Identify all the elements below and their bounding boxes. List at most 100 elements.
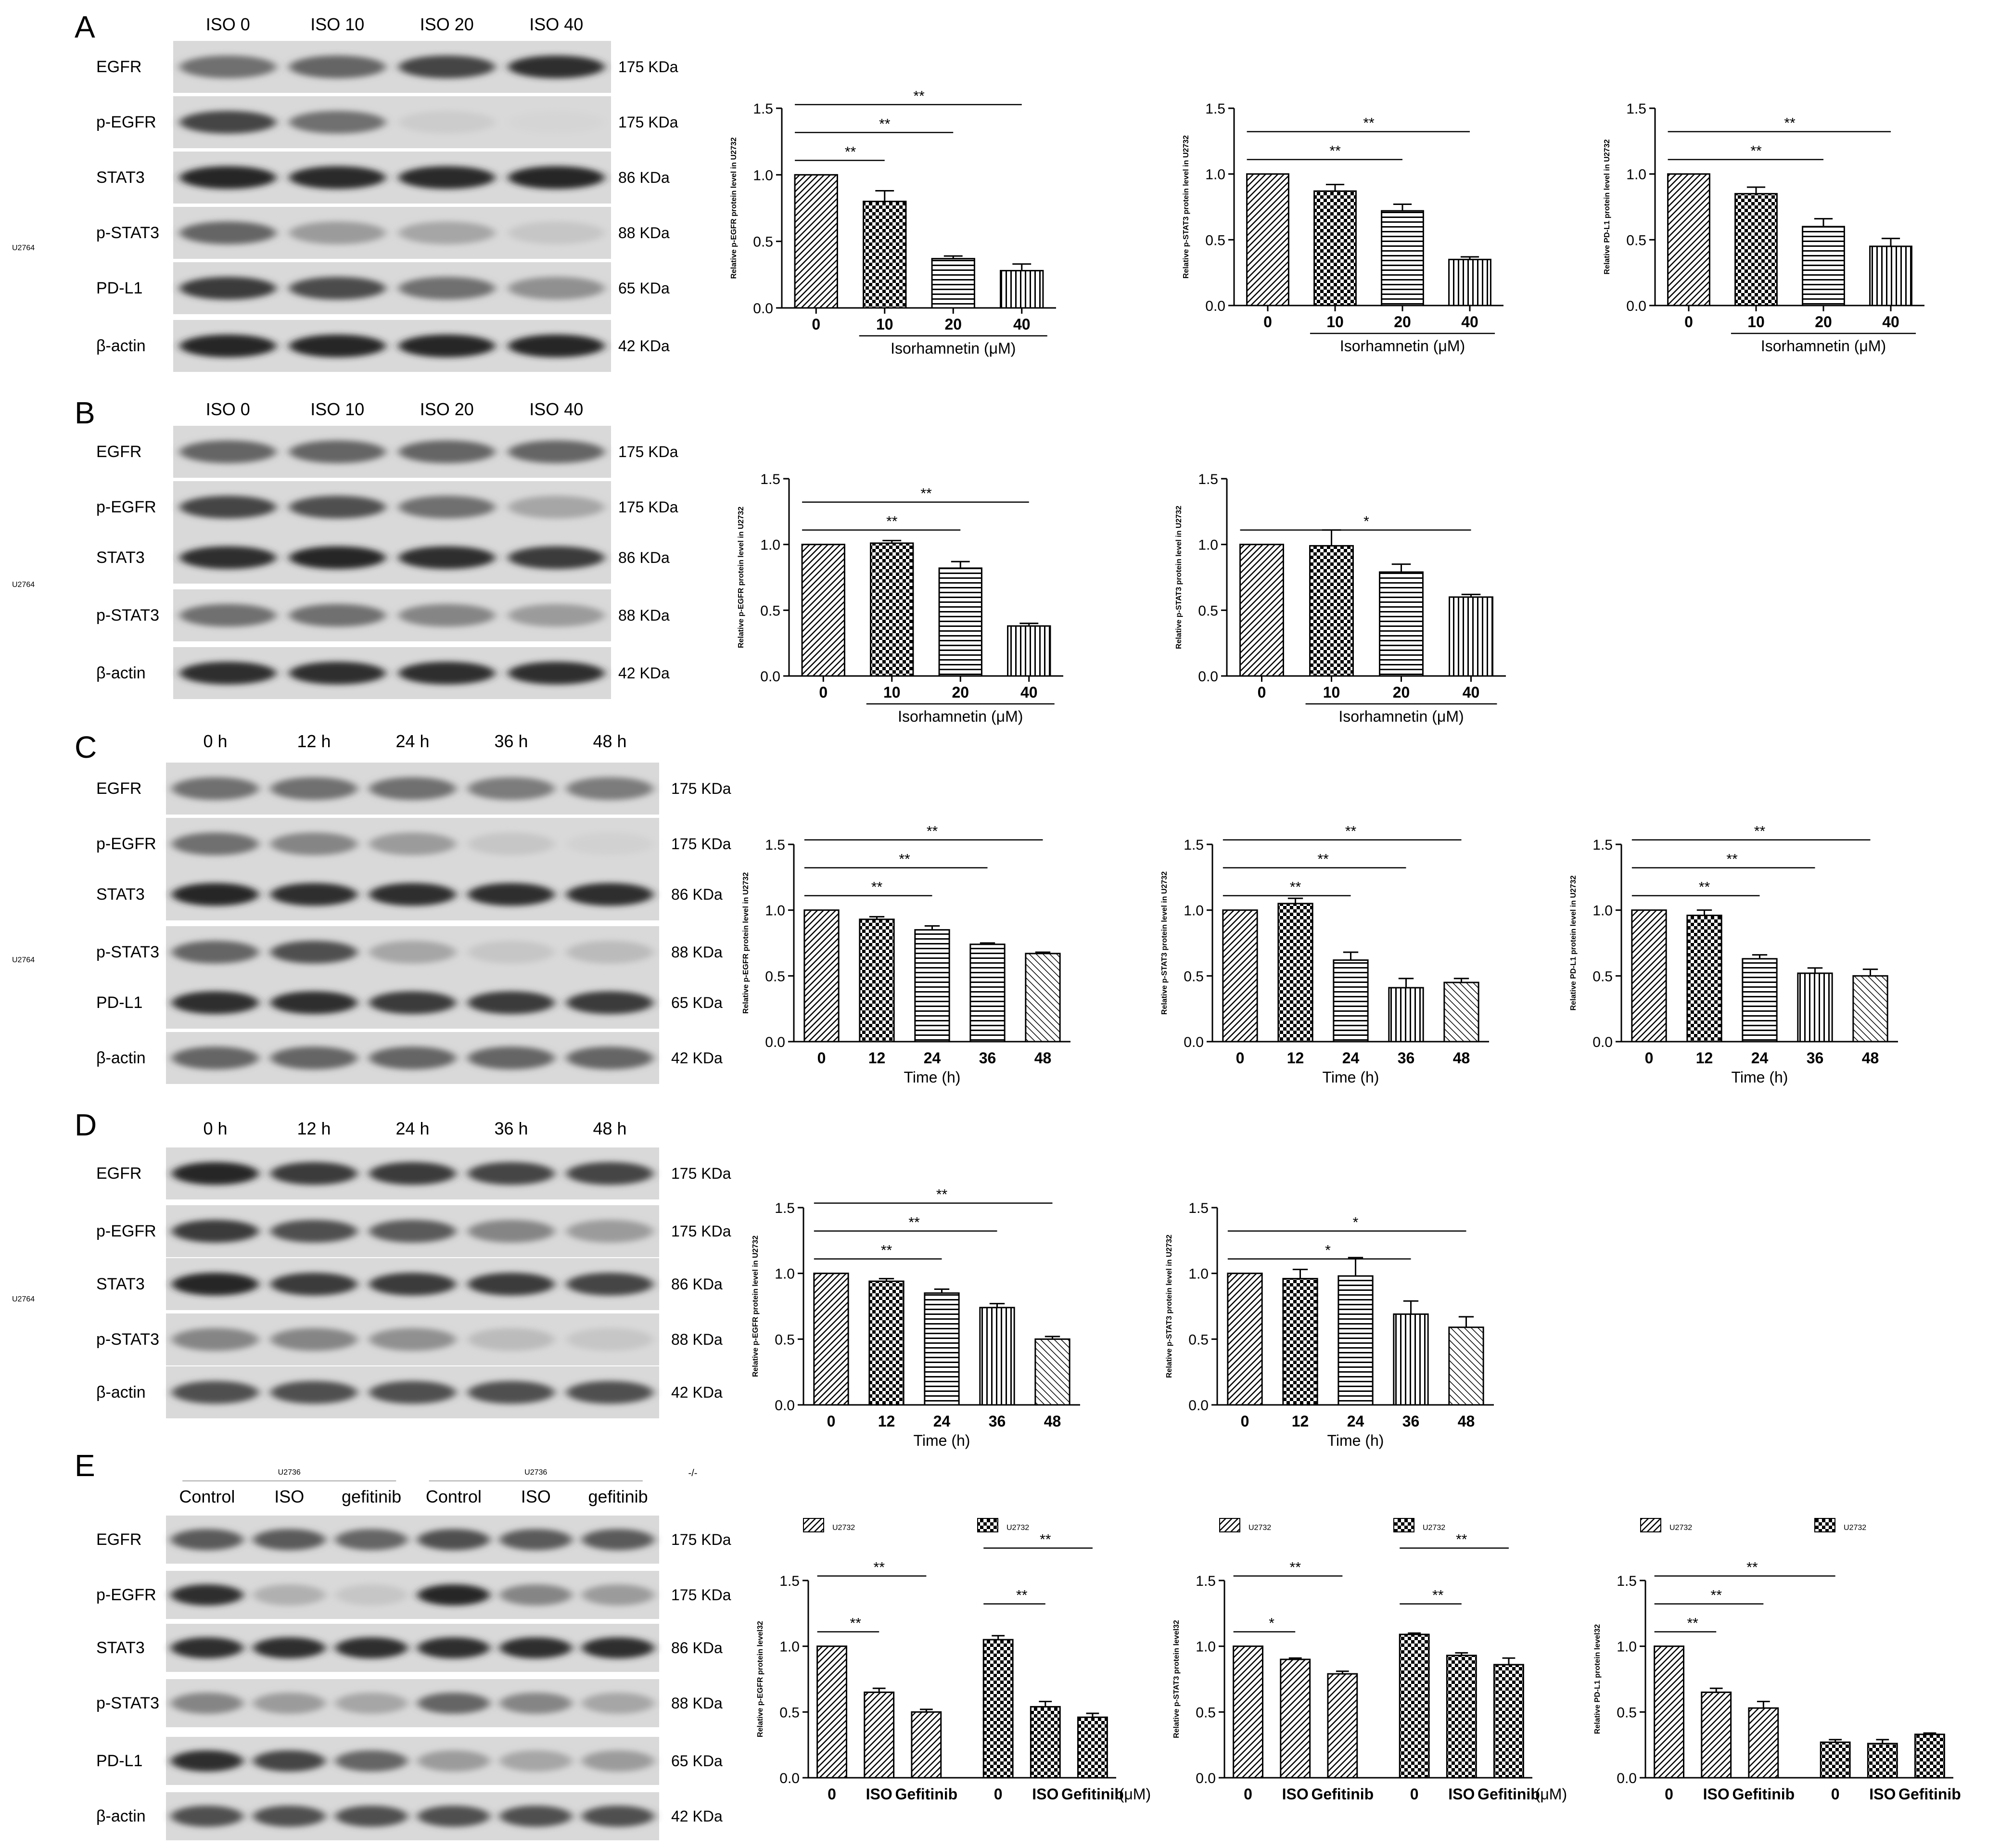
blot-band [179,334,276,357]
significance-label: ** [1016,1588,1028,1604]
bar [1449,596,1493,677]
blot-band [270,1046,357,1070]
blot-row: STAT3 86 KDa [96,152,670,204]
significance-label: ** [850,1616,861,1631]
significance-label: ** [927,824,938,840]
blot-band [582,1584,654,1606]
y-tick-label: 0.0 [779,1771,800,1786]
x-tick-label: 10 [883,684,901,701]
x-tick-label: 40 [1882,313,1899,331]
y-tick-label: 1.0 [1626,167,1646,183]
bar [1631,909,1667,1043]
x-tick-label: 12 [1696,1049,1713,1067]
blot-band [508,111,605,134]
y-tick-label: 0.5 [1188,1332,1209,1348]
figure.panels.4.group_labels.1.text-text: U27 [524,1468,538,1477]
bar [1748,1707,1779,1779]
bar [1034,1338,1070,1406]
bar [1701,1691,1732,1779]
blot-band [171,1750,243,1772]
bar [870,542,914,677]
blot-band [468,832,555,855]
blot-band [566,1381,653,1404]
blot-band [566,941,653,964]
blot-band [289,496,386,519]
blot-row-label: p-STAT3 [96,224,159,242]
blot-band [270,777,357,800]
x-tick-label: 12 [1287,1049,1304,1067]
chart_data.2.ylabel-sup: 32 [1603,139,1611,148]
blot-kda-label: 175 KDa [671,780,731,797]
bar [1443,981,1479,1043]
blot-kda-label: 42 KDa [618,664,670,682]
blot-row-label: p-STAT3 [96,606,159,624]
x-tick-label: 0 [827,1413,836,1430]
x-tick-label: 0 [828,1785,836,1803]
blot-row-label: EGFR [96,443,141,461]
bar [1233,1645,1263,1779]
bar [1820,1741,1851,1779]
blot-band [179,111,276,134]
bar [1277,903,1313,1043]
blot-band [417,1750,490,1772]
bar [1239,544,1284,677]
significance-label: ** [1290,1560,1301,1576]
blot-kda-label: 175 KDa [671,1223,731,1240]
x-tick-label: Gefitinib [1311,1785,1374,1803]
chart_data.11.ylabel-sup: 32 [1172,1620,1181,1629]
blot-band [398,111,495,134]
chart_data.12.legend.1.name: U2732 [1844,1524,1866,1532]
y-tick-label: 0.5 [1198,603,1218,619]
bar [1030,1706,1061,1779]
blot-row: STAT3 86 KDa [96,532,670,584]
figure.panels.4.group_labels.0.text: U2736 [278,1468,301,1477]
y-tick-label: 0.0 [1626,298,1646,314]
bar-chart-c-pd-l1: 0.0 0.5 1.0 1.5 Relative PD-L1 protein level… [1569,824,1898,1086]
blot-kda-label: 88 KDa [671,943,723,961]
y-tick-label: 0.0 [760,669,780,685]
figure.panels.2.cell_line-text: U27 [12,956,26,964]
blot-band [417,1637,490,1658]
blot-kda-label: 65 KDa [671,1752,723,1770]
blot-band [566,1328,653,1351]
blot-band [398,221,495,244]
bar [1313,190,1357,306]
blot-row-label: β-actin [96,1049,146,1067]
significance-label: ** [1746,1560,1758,1576]
bar [1280,1658,1311,1779]
blot-band [172,1273,259,1296]
blot-band [172,1046,259,1070]
bar [1797,972,1833,1043]
chart_data.10.legend.1.name-text: U27 [1006,1524,1020,1532]
blot-band [468,777,555,800]
significance-label: ** [845,144,856,160]
x-tick-label: 0 [1241,1413,1249,1430]
x-tick-label: ISO [1869,1785,1896,1803]
x-tick-label: 40 [1020,684,1038,701]
chart_data.12.legend.0.name: U2732 [1669,1524,1692,1532]
x-tick-label: 12 [868,1049,886,1067]
bar [1914,1733,1945,1779]
lane-label: 36 h [494,731,528,751]
blot-membrane [166,1571,659,1619]
y-tick-label: 1.0 [1592,903,1613,919]
blot-band [566,1220,653,1243]
figure.panels.1.cell_line-sup: 64 [26,581,35,589]
chart_data.10.ylabel-sup: 32 [756,1621,764,1630]
blot-band [172,991,259,1014]
x-tick-label: 0 [812,316,820,333]
y-tick-label: 1.0 [775,1266,795,1282]
blot-band [171,1806,243,1827]
bar [1246,173,1289,306]
blot-row-label: β-actin [96,1383,146,1402]
blot-row: p-STAT3 88 KDa [96,207,670,259]
chart_data.11.legend.0.name: U2732 [1248,1524,1271,1532]
chart_data.7.ylabel-text: Relative PD-L1 protein level in U27 [1569,884,1578,1010]
blot-row-label: p-EGFR [96,835,156,853]
blot-band [582,1750,654,1772]
blot-row-label: EGFR [96,1530,141,1549]
x-tick-label: 24 [1751,1049,1769,1067]
x-axis-label: Time (h) [914,1432,970,1449]
lane-label: gefitinib [588,1487,648,1506]
